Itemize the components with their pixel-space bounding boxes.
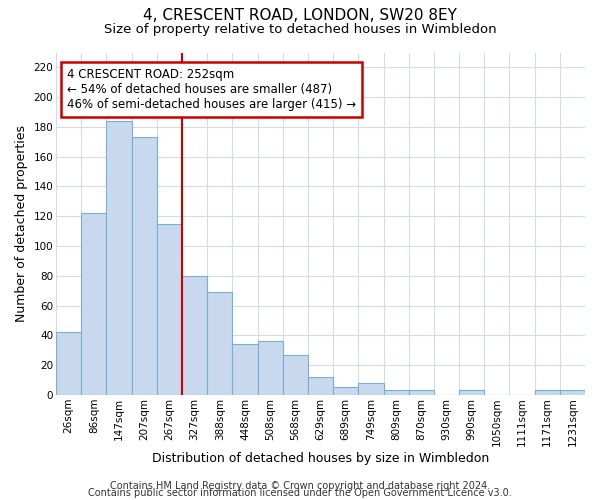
Text: Size of property relative to detached houses in Wimbledon: Size of property relative to detached ho… bbox=[104, 22, 496, 36]
Bar bbox=[56, 332, 81, 395]
Text: Contains public sector information licensed under the Open Government Licence v3: Contains public sector information licen… bbox=[88, 488, 512, 498]
Bar bbox=[157, 224, 182, 395]
Text: Contains HM Land Registry data © Crown copyright and database right 2024.: Contains HM Land Registry data © Crown c… bbox=[110, 481, 490, 491]
Bar bbox=[81, 214, 106, 395]
Bar bbox=[232, 344, 257, 395]
Text: 4 CRESCENT ROAD: 252sqm
← 54% of detached houses are smaller (487)
46% of semi-d: 4 CRESCENT ROAD: 252sqm ← 54% of detache… bbox=[67, 68, 356, 111]
Text: 4, CRESCENT ROAD, LONDON, SW20 8EY: 4, CRESCENT ROAD, LONDON, SW20 8EY bbox=[143, 8, 457, 22]
X-axis label: Distribution of detached houses by size in Wimbledon: Distribution of detached houses by size … bbox=[152, 452, 489, 465]
Bar bbox=[459, 390, 484, 395]
Y-axis label: Number of detached properties: Number of detached properties bbox=[15, 125, 28, 322]
Bar bbox=[207, 292, 232, 395]
Bar bbox=[182, 276, 207, 395]
Bar bbox=[283, 354, 308, 395]
Bar bbox=[308, 377, 333, 395]
Bar bbox=[535, 390, 560, 395]
Bar bbox=[383, 390, 409, 395]
Bar bbox=[131, 138, 157, 395]
Bar bbox=[409, 390, 434, 395]
Bar bbox=[333, 388, 358, 395]
Bar bbox=[106, 121, 131, 395]
Bar bbox=[358, 383, 383, 395]
Bar bbox=[560, 390, 585, 395]
Bar bbox=[257, 342, 283, 395]
